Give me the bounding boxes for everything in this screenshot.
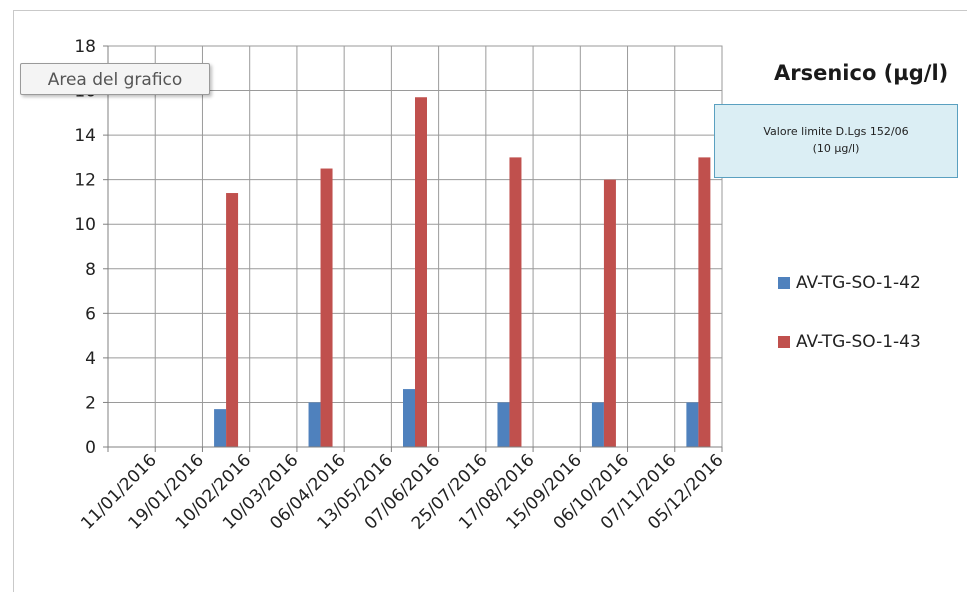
legend-swatch-series-1 (778, 277, 790, 289)
bar-series-1[interactable] (214, 409, 227, 447)
bar-series-2[interactable] (320, 168, 333, 447)
limit-annotation-box[interactable]: Valore limite D.Lgs 152/06 (10 µg/l) (714, 104, 958, 178)
y-tick-label: 8 (85, 260, 96, 280)
y-tick-label: 18 (74, 37, 96, 57)
bar-series-1[interactable] (497, 402, 510, 447)
bar-series-2[interactable] (415, 97, 427, 447)
y-tick-label: 6 (85, 304, 96, 324)
y-tick-label: 14 (74, 126, 96, 146)
y-tick-label: 2 (85, 393, 96, 413)
legend-swatch-series-2 (778, 336, 790, 348)
chart-area[interactable]: 02468101214161811/01/201619/01/201610/02… (13, 10, 967, 592)
y-tick-label: 4 (85, 349, 96, 369)
bar-series-2[interactable] (603, 179, 616, 447)
bar-series-2[interactable] (226, 193, 239, 447)
limit-annotation-line2: (10 µg/l) (812, 142, 860, 155)
bar-series-2[interactable] (698, 157, 711, 447)
bar-chart: 02468101214161811/01/201619/01/201610/02… (74, 37, 727, 534)
legend-item-series-1[interactable]: AV-TG-SO-1-42 (778, 272, 921, 294)
bar-series-2[interactable] (509, 157, 522, 447)
legend-label-series-2: AV-TG-SO-1-43 (796, 332, 921, 352)
y-tick-label: 12 (74, 171, 96, 191)
limit-annotation-line1: Valore limite D.Lgs 152/06 (763, 125, 909, 138)
y-tick-label: 0 (85, 438, 96, 458)
bar-series-1[interactable] (686, 402, 699, 447)
y-tick-label: 10 (74, 215, 96, 235)
bar-series-1[interactable] (308, 402, 321, 447)
chart-title: Arsenico (µg/l) (774, 61, 949, 85)
legend-label-series-1: AV-TG-SO-1-42 (796, 273, 921, 293)
legend-item-series-2[interactable]: AV-TG-SO-1-43 (778, 331, 921, 353)
bar-series-1[interactable] (591, 402, 604, 447)
chart-area-tooltip: Area del grafico (20, 63, 210, 95)
bar-series-1[interactable] (403, 389, 415, 447)
